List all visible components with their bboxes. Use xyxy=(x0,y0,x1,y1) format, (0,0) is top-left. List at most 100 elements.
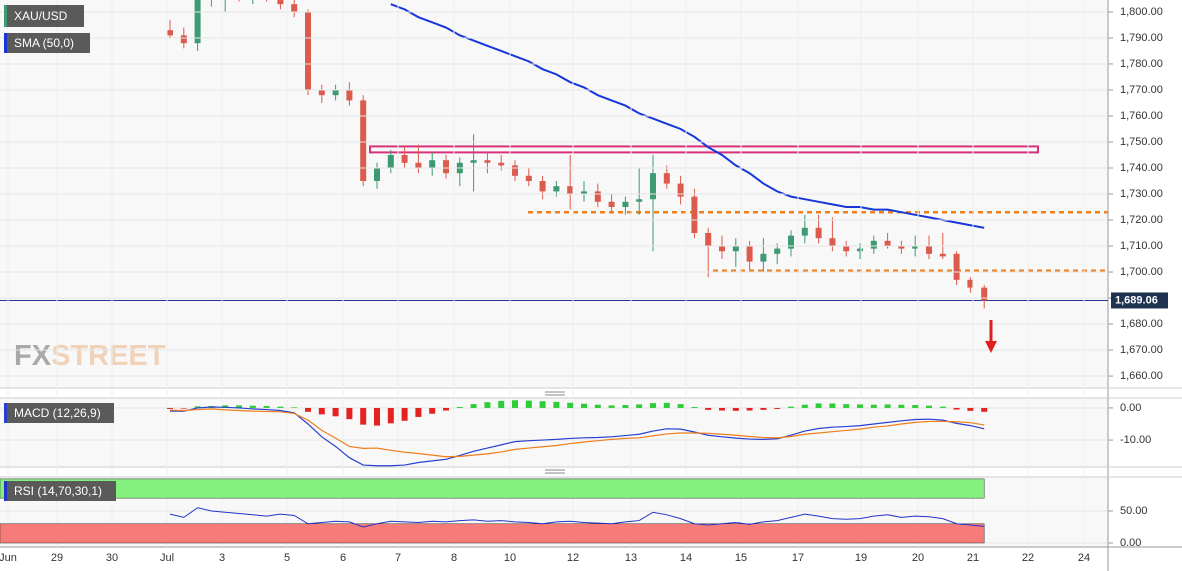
x-tick-label: 6 xyxy=(340,552,346,564)
x-tick-label: 12 xyxy=(567,552,579,564)
candle-body xyxy=(663,173,670,184)
y-tick-label: 1,660.00 xyxy=(1120,370,1163,382)
candle-body xyxy=(387,154,394,168)
macd-histogram-bar xyxy=(691,406,698,408)
x-tick-label: 10 xyxy=(504,552,516,564)
candle-body xyxy=(677,183,684,197)
legend-swatch xyxy=(4,33,7,53)
legend: XAU/USD SMA (50,0) MACD (12,26,9) RSI (1… xyxy=(4,5,116,501)
watermark: FXSTREET xyxy=(14,340,166,372)
candle-body xyxy=(926,246,932,254)
macd-histogram-bar xyxy=(622,405,629,408)
candle-body xyxy=(567,186,574,194)
candle-body xyxy=(788,235,794,249)
candle-body xyxy=(650,173,656,200)
legend-swatch xyxy=(4,481,7,501)
y-tick-label: -10.00 xyxy=(1120,434,1151,446)
candle-body xyxy=(884,240,891,247)
macd-histogram-bar xyxy=(912,405,919,408)
legend-rsi: RSI (14,70,30,1) xyxy=(14,484,102,498)
macd-histogram-bar xyxy=(194,406,201,408)
legend-swatch xyxy=(4,403,7,423)
down-arrow-head xyxy=(985,341,997,353)
macd-histogram-bar xyxy=(829,403,836,408)
macd-histogram-bar xyxy=(249,405,256,408)
macd-panel xyxy=(0,398,1108,467)
candle-body xyxy=(180,35,187,44)
macd-histogram-bar xyxy=(981,407,988,412)
candle-body xyxy=(194,0,201,44)
y-tick-label: 1,760.00 xyxy=(1120,110,1163,122)
macd-histogram-bar xyxy=(884,404,891,408)
candle-body xyxy=(801,227,808,236)
y-tick-label: 1,800.00 xyxy=(1120,6,1163,18)
macd-histogram-bar xyxy=(401,407,408,421)
legend-box xyxy=(4,33,90,53)
macd-histogram-bar xyxy=(967,407,974,411)
macd-histogram-bar xyxy=(360,407,367,425)
candle-body xyxy=(636,199,643,202)
y-tick-label: 1,710.00 xyxy=(1120,240,1163,252)
macd-histogram-bar xyxy=(456,406,463,408)
candle-body xyxy=(318,89,325,96)
macd-histogram-bar xyxy=(705,407,712,410)
macd-histogram-bar xyxy=(512,400,518,408)
macd-histogram-bar xyxy=(677,404,684,408)
macd-histogram-bar xyxy=(857,404,863,408)
macd-histogram-bar xyxy=(525,400,532,408)
macd-histogram-bar xyxy=(719,407,725,411)
x-tick-label: 19 xyxy=(855,552,867,564)
x-tick-label: 24 xyxy=(1078,552,1090,564)
legend-box xyxy=(4,403,114,423)
candle-body xyxy=(374,167,380,181)
x-tick-label: 22 xyxy=(1022,552,1034,564)
y-tick-label: 1,680.00 xyxy=(1120,318,1163,330)
candle-body xyxy=(443,160,449,174)
legend-sma: SMA (50,0) xyxy=(14,36,74,50)
candle-body xyxy=(981,287,988,301)
x-tick-label: 13 xyxy=(625,552,637,564)
last-price-label: 1,689.06 xyxy=(1115,294,1158,306)
watermark-street: STREET xyxy=(51,340,166,372)
macd-histogram-bar xyxy=(415,407,422,417)
macd-histogram-bar xyxy=(746,407,753,411)
macd-histogram-bar xyxy=(636,404,643,408)
candle-body xyxy=(581,191,587,194)
price-plot xyxy=(0,0,1108,309)
candle-body xyxy=(608,201,615,208)
plots: 1,660.001,670.001,680.001,690.001,700.00… xyxy=(0,0,1168,564)
candle-body xyxy=(719,246,725,252)
macd-histogram-bar xyxy=(443,407,449,411)
macd-histogram-bar xyxy=(539,401,546,408)
x-tick-label: 20 xyxy=(912,552,924,564)
resize-handle xyxy=(545,391,565,474)
candle-body xyxy=(332,89,339,96)
candle-body xyxy=(732,246,739,252)
macd-histogram-bar xyxy=(470,404,477,408)
macd-histogram-bar xyxy=(953,407,960,410)
macd-histogram-bar xyxy=(581,403,587,408)
macd-histogram-bar xyxy=(608,405,615,408)
last-price-box xyxy=(1111,292,1168,309)
candle-body xyxy=(429,160,436,168)
macd-histogram-bar xyxy=(939,406,946,408)
signal-line xyxy=(169,408,985,458)
x-tick-label: 8 xyxy=(451,552,457,564)
macd-histogram-bar xyxy=(553,401,560,408)
sma-line xyxy=(390,3,985,229)
macd-histogram-bar xyxy=(236,405,242,408)
macd-histogram-bar xyxy=(594,404,601,408)
candle-body xyxy=(360,100,367,181)
candle-body xyxy=(857,248,863,252)
candle-body xyxy=(815,227,822,239)
legend-swatch xyxy=(4,5,7,27)
watermark-fx: FX xyxy=(14,340,52,372)
candle-body xyxy=(539,180,546,192)
candle-body xyxy=(512,165,518,176)
candle-body xyxy=(829,238,836,247)
oversold-band xyxy=(0,523,985,544)
macd-histogram-bar xyxy=(760,407,767,410)
x-tick-label: 7 xyxy=(395,552,401,564)
candle-body xyxy=(953,253,960,280)
x-tick-label: 30 xyxy=(106,552,118,564)
